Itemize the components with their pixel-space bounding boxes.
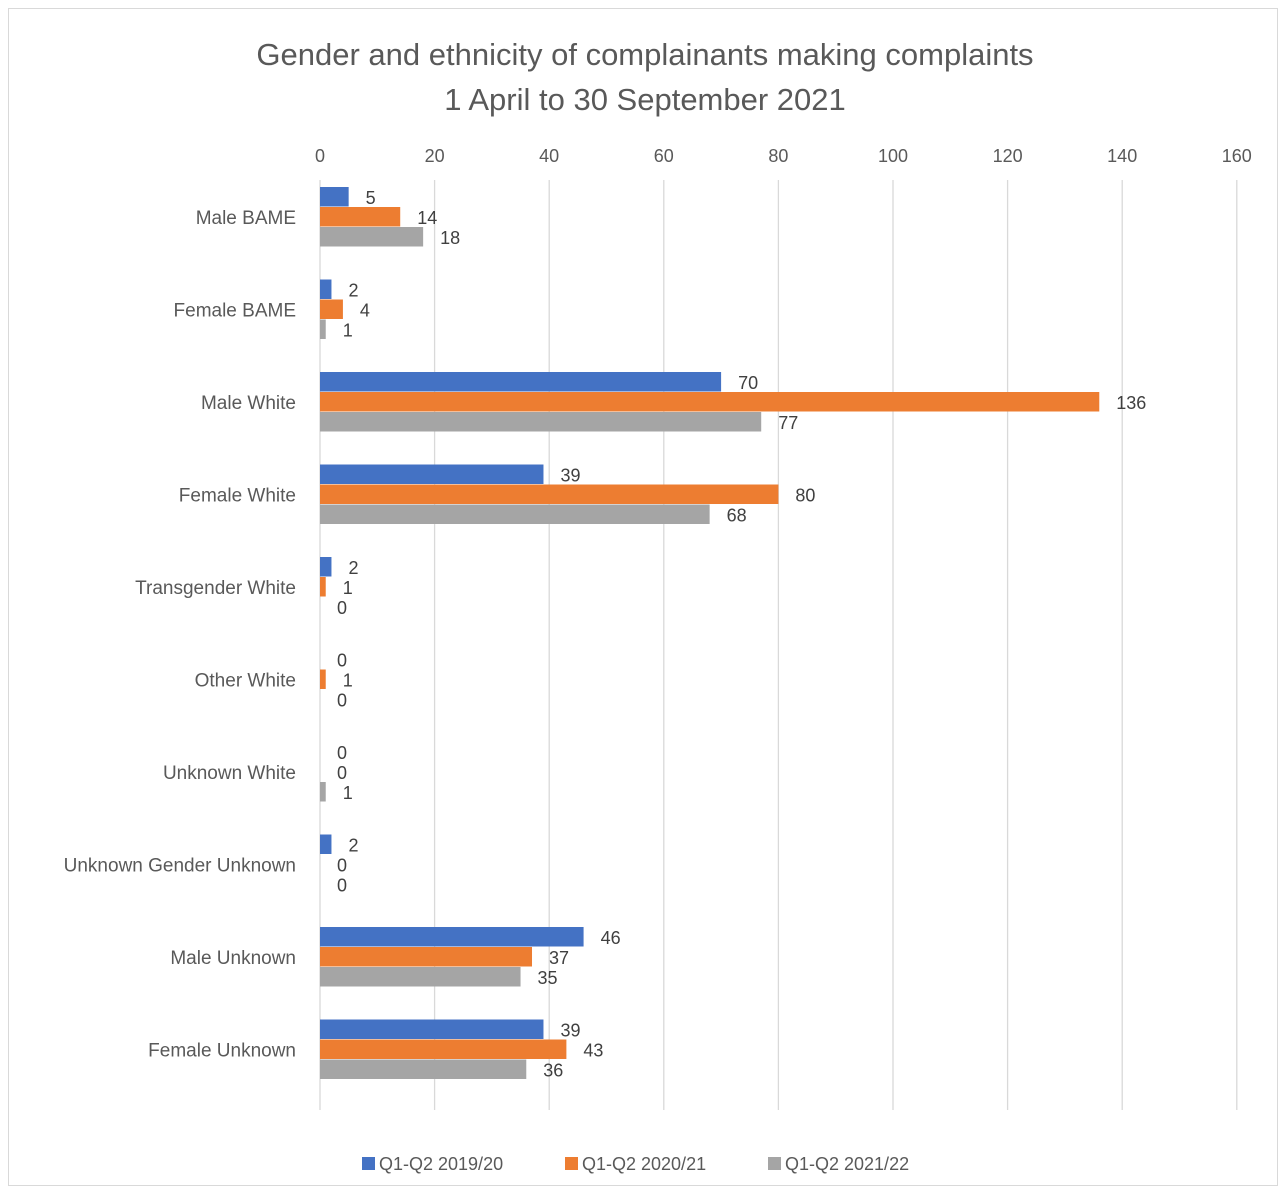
x-tick-label: 20 <box>425 146 445 166</box>
x-tick-label: 40 <box>539 146 559 166</box>
legend-label: Q1-Q2 2020/21 <box>582 1154 706 1174</box>
data-label: 70 <box>738 373 758 393</box>
x-tick-label: 140 <box>1107 146 1137 166</box>
bar <box>320 412 762 432</box>
data-label: 43 <box>583 1040 603 1060</box>
bar <box>320 464 544 484</box>
data-label: 5 <box>366 188 376 208</box>
data-label: 0 <box>337 855 347 875</box>
data-label: 77 <box>778 413 798 433</box>
data-label: 36 <box>543 1060 563 1080</box>
legend: Q1-Q2 2019/20 Q1-Q2 2020/21 Q1-Q2 2021/22 <box>362 1154 909 1174</box>
data-label: 1 <box>343 578 353 598</box>
x-axis-ticks: 0 20 40 60 80 100 120 140 160 <box>315 146 1252 166</box>
data-label: 2 <box>348 558 358 578</box>
bar <box>320 577 326 597</box>
bar <box>320 927 584 947</box>
legend-swatch <box>565 1157 578 1170</box>
bar <box>320 1019 544 1039</box>
data-label: 0 <box>337 875 347 895</box>
category-label: Male White <box>201 393 296 414</box>
category-label: Male Unknown <box>170 948 296 969</box>
x-tick-label: 60 <box>654 146 674 166</box>
chart-title-line-2: 1 April to 30 September 2021 <box>444 82 846 117</box>
data-label: 136 <box>1116 393 1146 413</box>
data-label: 0 <box>337 690 347 710</box>
bar <box>320 947 533 967</box>
data-label: 18 <box>440 228 460 248</box>
data-label: 1 <box>343 320 353 340</box>
chart-title-line-1: Gender and ethnicity of complainants mak… <box>256 37 1033 72</box>
category-label: Other White <box>195 670 296 691</box>
bar <box>320 1059 527 1079</box>
legend-swatch <box>768 1157 781 1170</box>
legend-label: Q1-Q2 2021/22 <box>785 1154 909 1174</box>
data-label: 39 <box>560 465 580 485</box>
bar <box>320 372 722 392</box>
data-label: 35 <box>538 968 558 988</box>
category-labels: Male BAME Female BAME Male White Female Whi… <box>64 208 296 1062</box>
category-label: Unknown Gender Unknown <box>64 855 296 876</box>
data-label: 68 <box>727 505 747 525</box>
x-tick-label: 100 <box>878 146 908 166</box>
legend-swatch <box>362 1157 375 1170</box>
data-label: 2 <box>348 280 358 300</box>
bars: 5141824170136773980682100100012004637353… <box>320 187 1146 1080</box>
data-label: 4 <box>360 300 370 320</box>
legend-label: Q1-Q2 2019/20 <box>379 1154 503 1174</box>
bar <box>320 1039 567 1059</box>
bar <box>320 279 332 299</box>
bar <box>320 392 1100 412</box>
x-tick-label: 0 <box>315 146 325 166</box>
x-tick-label: 120 <box>993 146 1023 166</box>
data-label: 1 <box>343 670 353 690</box>
bar <box>320 299 343 319</box>
bar <box>320 484 779 504</box>
bar <box>320 207 401 227</box>
data-label: 0 <box>337 763 347 783</box>
category-label: Unknown White <box>163 763 296 784</box>
bar <box>320 669 326 689</box>
chart-frame <box>8 8 1278 1186</box>
data-label: 1 <box>343 783 353 803</box>
data-label: 0 <box>337 650 347 670</box>
data-label: 39 <box>560 1020 580 1040</box>
category-label: Male BAME <box>196 208 296 229</box>
data-label: 80 <box>795 485 815 505</box>
bar <box>320 557 332 577</box>
category-label: Female Unknown <box>148 1040 296 1061</box>
bar <box>320 187 349 207</box>
bar <box>320 967 521 987</box>
data-label: 2 <box>348 835 358 855</box>
category-label: Transgender White <box>135 578 296 599</box>
bar <box>320 227 424 247</box>
bar <box>320 834 332 854</box>
category-label: Female BAME <box>174 300 296 321</box>
x-tick-label: 80 <box>768 146 788 166</box>
data-label: 46 <box>601 928 621 948</box>
bar <box>320 319 326 339</box>
category-label: Female White <box>179 485 296 506</box>
x-tick-label: 160 <box>1222 146 1252 166</box>
data-label: 37 <box>549 948 569 968</box>
bar <box>320 504 710 524</box>
data-label: 14 <box>417 208 437 228</box>
data-label: 0 <box>337 743 347 763</box>
data-label: 0 <box>337 598 347 618</box>
bar <box>320 782 326 802</box>
